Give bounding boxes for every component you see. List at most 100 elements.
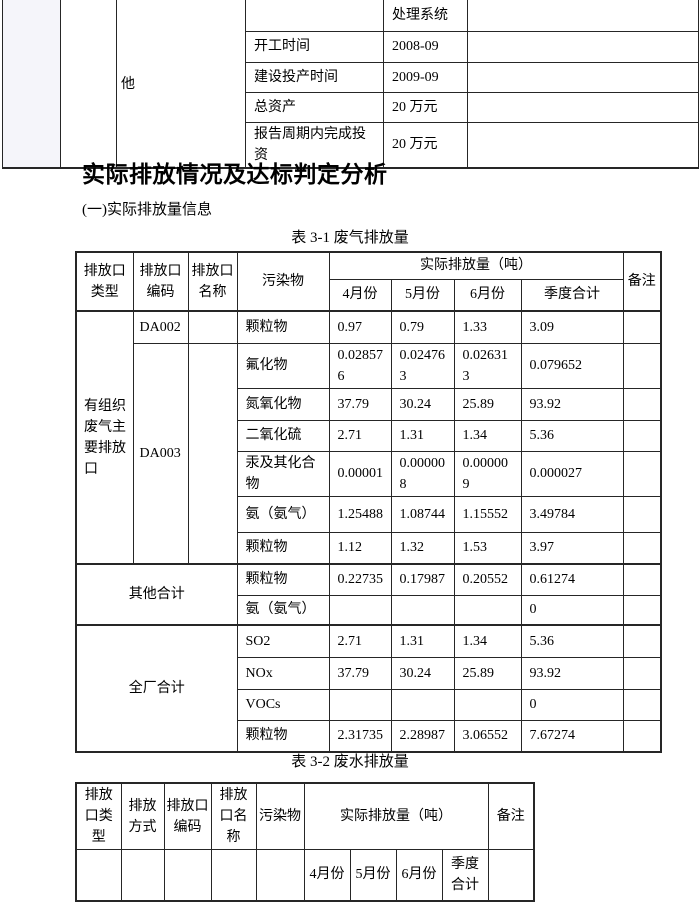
cell-m4: 1.12 <box>328 531 392 565</box>
cell-total: 3.97 <box>520 531 624 565</box>
info-label-cell <box>245 0 384 32</box>
spacer-cell <box>60 0 117 168</box>
header-outlet-name: 排放口名称 <box>210 782 257 850</box>
cell-m6: 1.34 <box>453 624 522 658</box>
empty-cell <box>467 121 699 168</box>
header-actual-amount: 实际排放量（吨） <box>328 251 624 280</box>
cell-pollutant: 二氧化硫 <box>236 419 330 452</box>
table2-caption: 表 3-2 废水排放量 <box>291 754 409 770</box>
cell-note <box>622 624 662 658</box>
info-value-cell: 20 万元 <box>383 121 468 168</box>
section-subtitle: (一)实际排放量信息 <box>82 202 212 218</box>
cell-note <box>622 563 662 596</box>
cell-outlet-name <box>187 310 238 344</box>
cell-total: 0.079652 <box>520 342 624 389</box>
cell-outlet-code: DA003 <box>132 342 189 565</box>
cell-m6: 0.026313 <box>453 342 522 389</box>
header-note: 备注 <box>622 251 662 312</box>
cell-m5 <box>390 688 455 721</box>
header-discharge-mode: 排放方式 <box>120 782 165 850</box>
cell-pollutant: 氮氧化物 <box>236 387 330 421</box>
cell-pollutant: 颗粒物 <box>236 719 330 753</box>
cell-pollutant: 颗粒物 <box>236 310 330 344</box>
cell-pollutant: SO2 <box>236 624 330 658</box>
cell-note <box>622 688 662 721</box>
cell-pollutant: 汞及其化合物 <box>236 450 330 497</box>
cell-m5: 0.17987 <box>390 563 455 596</box>
cell-total: 3.09 <box>520 310 624 344</box>
header-month-5: 5月份 <box>390 278 455 312</box>
cell-m5: 0.000008 <box>390 450 455 497</box>
header-outlet-code: 排放口编码 <box>132 251 189 312</box>
cell-m4: 2.31735 <box>328 719 392 753</box>
header-pollutant: 污染物 <box>236 251 330 312</box>
info-value-cell: 2009-09 <box>383 61 468 93</box>
cell-m5: 1.31 <box>390 419 455 452</box>
cell-note <box>622 495 662 533</box>
header-actual-amount: 实际排放量（吨） <box>303 782 489 850</box>
empty-cell <box>467 0 699 32</box>
cell-total: 5.36 <box>520 419 624 452</box>
cell-note <box>622 419 662 452</box>
facility-info-table: 他 处理系统 开工时间 2008-09 建设投产时间 2009-09 总资产 2… <box>2 0 699 169</box>
cell-outlet-name <box>187 342 238 565</box>
cell-m4: 1.25488 <box>328 495 392 533</box>
cell-total: 0.61274 <box>520 563 624 596</box>
cell-m4: 0.97 <box>328 310 392 344</box>
cell-m4 <box>328 688 392 721</box>
group-other-total: 其他合计 <box>75 563 238 626</box>
cell-total: 0 <box>520 688 624 721</box>
cell-m4: 2.71 <box>328 419 392 452</box>
cell-m6: 1.53 <box>453 531 522 565</box>
cell-m6: 1.33 <box>453 310 522 344</box>
group-plant-total: 全厂合计 <box>75 624 238 753</box>
cell-note <box>622 594 662 626</box>
cell-m5: 0.024763 <box>390 342 455 389</box>
cell-m4: 37.79 <box>328 387 392 421</box>
cell-m6 <box>453 594 522 626</box>
cell-m5: 1.32 <box>390 531 455 565</box>
cell-m5 <box>390 594 455 626</box>
header-month-4: 4月份 <box>303 849 351 901</box>
left-spacer-cell <box>2 0 61 168</box>
cell-outlet-code: DA002 <box>132 310 189 344</box>
waste-gas-table: 排放口类型 排放口编码 排放口名称 污染物 实际排放量（吨） 备注 4月份 5月… <box>75 251 662 753</box>
header-month-5: 5月份 <box>349 849 397 901</box>
cell-m5: 0.79 <box>390 310 455 344</box>
cell-m6: 25.89 <box>453 656 522 690</box>
cell-m5: 30.24 <box>390 387 455 421</box>
cell-m4: 37.79 <box>328 656 392 690</box>
header-outlet-type: 排放口类型 <box>75 251 134 312</box>
cell-total: 93.92 <box>520 656 624 690</box>
header-quarter-total: 季度合计 <box>520 278 624 312</box>
cell-m6: 1.34 <box>453 419 522 452</box>
info-label-cell: 建设投产时间 <box>245 61 384 93</box>
section-title: 实际排放情况及达标判定分析 <box>82 162 388 187</box>
cell-m6: 25.89 <box>453 387 522 421</box>
cell-total: 7.67274 <box>520 719 624 753</box>
header-month-4: 4月份 <box>328 278 392 312</box>
cell-note <box>622 310 662 344</box>
waste-water-table: 排放口类型 排放方式 排放口编码 排放口名称 污染物 实际排放量（吨） 备注 4… <box>75 782 535 902</box>
header-month-6: 6月份 <box>395 849 443 901</box>
cell-note <box>622 656 662 690</box>
group-organized-outlet: 有组织废气主要排放口 <box>75 310 134 565</box>
cell-m6: 0.000009 <box>453 450 522 497</box>
cell-note <box>622 450 662 497</box>
cell-m4 <box>328 594 392 626</box>
cell-m6 <box>453 688 522 721</box>
empty-cell <box>210 849 257 901</box>
header-note: 备注 <box>487 782 535 850</box>
cell-m4: 0.22735 <box>328 563 392 596</box>
cell-total: 3.49784 <box>520 495 624 533</box>
cell-pollutant: NOx <box>236 656 330 690</box>
header-quarter-total: 季度合计 <box>441 849 489 901</box>
cell-m4: 0.028576 <box>328 342 392 389</box>
cell-m5: 2.28987 <box>390 719 455 753</box>
empty-cell <box>467 91 699 123</box>
cell-note <box>622 387 662 421</box>
cell-pollutant: 氨（氨气） <box>236 495 330 533</box>
header-month-6: 6月份 <box>453 278 522 312</box>
info-label-cell: 开工时间 <box>245 30 384 63</box>
header-pollutant: 污染物 <box>255 782 305 850</box>
